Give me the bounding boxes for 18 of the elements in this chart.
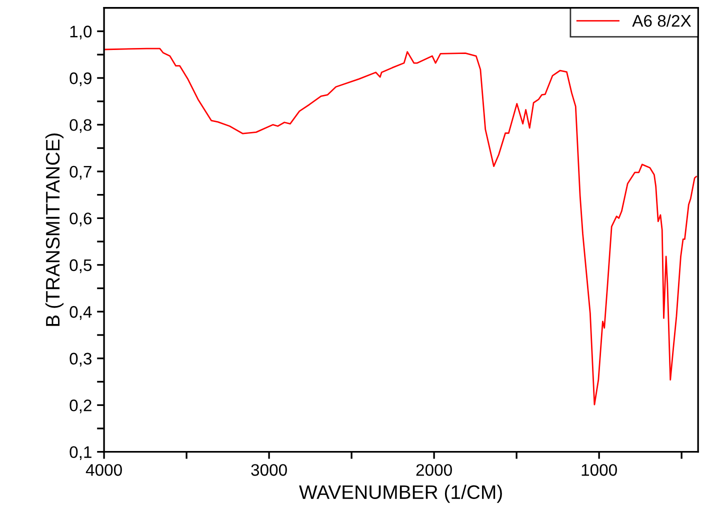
y-tick-label: 0,4 (70, 306, 92, 320)
x-axis-title: WAVENUMBER (1/CM) (299, 484, 502, 503)
x-tick-label: 4000 (86, 464, 122, 476)
y-tick-label: 0,5 (70, 259, 92, 274)
y-tick-label: 0,3 (70, 352, 92, 367)
y-axis-title: B (TRANSMITTANCE) (45, 133, 64, 326)
y-tick-label: 0,9 (70, 72, 92, 86)
line-series (104, 48, 697, 406)
y-tick-label: 0,7 (70, 166, 92, 180)
y-tick-label: 0,1 (70, 446, 92, 460)
x-tick-label: 2000 (416, 464, 452, 476)
x-tick-label: 1000 (582, 464, 617, 476)
x-tick-label: 3000 (251, 464, 287, 476)
legend-label: A6 8/2X (632, 14, 692, 27)
y-tick-label: 0,2 (70, 400, 92, 414)
y-tick-label: 0,8 (70, 119, 92, 133)
y-tick-label: 1,0 (70, 26, 92, 40)
y-tick-label: 0,6 (70, 212, 92, 226)
